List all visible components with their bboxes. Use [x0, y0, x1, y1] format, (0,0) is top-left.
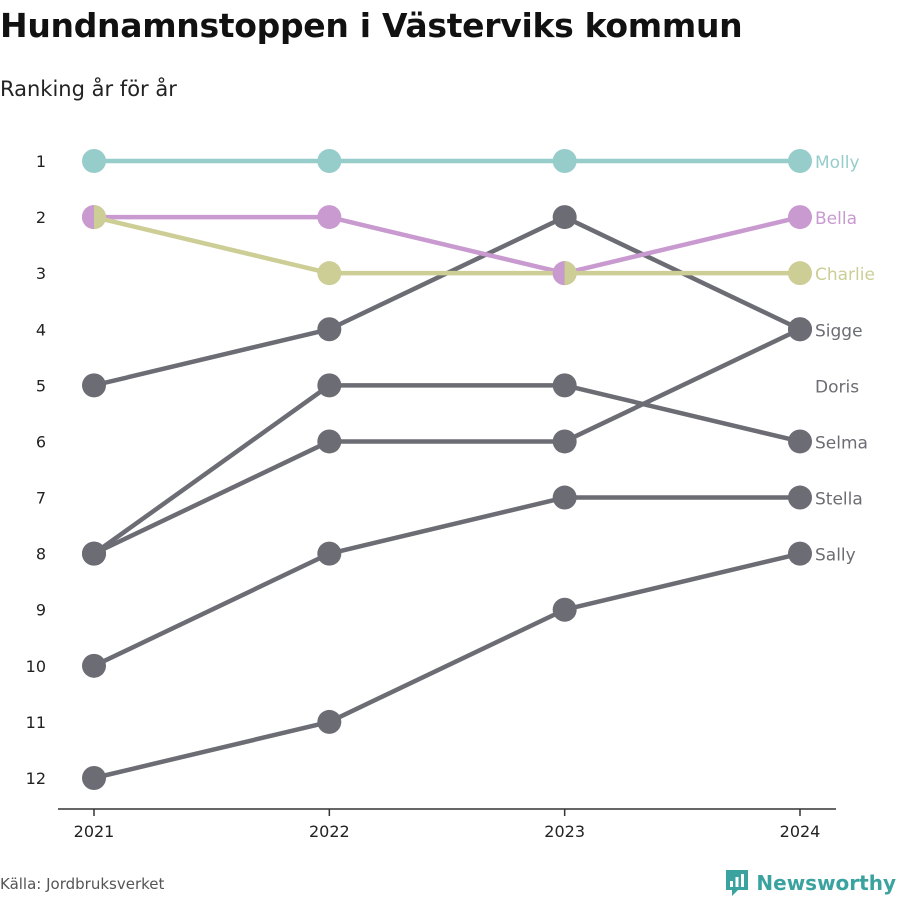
- point-sally-2021: [82, 766, 106, 790]
- x-tick-label: 2024: [780, 822, 821, 841]
- point-charlie-2022: [317, 261, 342, 286]
- y-tick-label: 8: [36, 545, 46, 564]
- newsworthy-logo-icon: [726, 870, 749, 896]
- series-lines: [91, 158, 803, 781]
- end-label-stella: Stella: [815, 490, 863, 510]
- end-label-sigge: Sigge: [815, 321, 863, 341]
- y-tick-label: 10: [26, 657, 46, 676]
- point-molly-2021: [82, 149, 106, 173]
- y-tick-label: 3: [36, 264, 46, 283]
- end-label-charlie: Charlie: [815, 265, 875, 285]
- point-sally-2023: [552, 597, 577, 622]
- point-selma-2024: [788, 429, 812, 454]
- point-unlabeled-2024: [788, 317, 812, 342]
- y-tick-label: 9: [36, 601, 46, 620]
- point-stella-2023: [552, 485, 577, 510]
- point-bella-2024: [788, 205, 812, 230]
- point-charlie-2024: [788, 261, 812, 286]
- point-unlabeled-2021: [82, 541, 106, 566]
- point-stella-2021: [82, 653, 106, 678]
- point-sally-2024: [788, 541, 812, 566]
- point-selma-2023: [552, 373, 577, 398]
- brand-name: Newsworthy: [756, 871, 896, 895]
- y-tick-label: 7: [36, 489, 46, 508]
- series-line-selma: [91, 383, 803, 556]
- point-selma-2022: [317, 373, 342, 398]
- shared-point-right-2021: [94, 205, 107, 230]
- chart-subtitle: Ranking år för år: [0, 77, 177, 101]
- x-tick-label: 2023: [544, 822, 585, 841]
- shared-point-left-2021: [82, 205, 94, 230]
- shared-point-right-2023: [564, 261, 577, 286]
- x-axis: 2021 2022 2023 2024: [58, 808, 836, 841]
- point-molly-2023: [552, 149, 577, 173]
- series-line-charlie: [91, 214, 803, 276]
- point-sigge-2021: [82, 373, 106, 398]
- series-points: [82, 149, 812, 790]
- series-line-stella: [91, 495, 803, 669]
- series-line-sally: [91, 551, 803, 781]
- point-sigge-2023: [552, 205, 577, 230]
- point-sigge-2022: [317, 317, 342, 342]
- y-tick-label: 6: [36, 432, 46, 451]
- y-tick-label: 4: [36, 320, 46, 339]
- point-molly-2024: [788, 149, 812, 173]
- source-note: Källa: Jordbruksverket: [0, 875, 165, 893]
- chart-title: Hundnamnstoppen i Västerviks kommun: [0, 6, 743, 45]
- shared-point-left-2023: [552, 261, 565, 286]
- end-label-sally: Sally: [815, 546, 856, 566]
- series-line-unlabeled: [91, 327, 803, 556]
- x-tick-label: 2021: [74, 822, 115, 841]
- point-stella-2022: [317, 541, 342, 566]
- y-tick-label: 12: [26, 769, 46, 788]
- y-tick-label: 11: [26, 713, 46, 732]
- point-bella-2022: [317, 205, 342, 230]
- brand[interactable]: Newsworthy: [724, 868, 896, 898]
- point-molly-2022: [317, 149, 342, 173]
- y-tick-label: 5: [36, 376, 46, 395]
- point-sally-2022: [317, 709, 342, 734]
- x-tick-label: 2022: [309, 822, 350, 841]
- y-tick-label: 2: [36, 208, 46, 227]
- end-label-molly: Molly: [815, 153, 860, 173]
- end-label-bella: Bella: [815, 209, 857, 229]
- series-line-bella: [91, 214, 803, 276]
- y-tick-label: 1: [36, 152, 46, 171]
- point-unlabeled-2023: [552, 429, 577, 454]
- point-stella-2024: [788, 485, 812, 510]
- end-labels: Molly Bella Charlie Sigge Doris Selma Stella Sa…: [815, 153, 875, 566]
- end-label-selma: Selma: [815, 433, 868, 453]
- point-unlabeled-2022: [317, 429, 342, 454]
- end-label-doris: Doris: [815, 377, 859, 397]
